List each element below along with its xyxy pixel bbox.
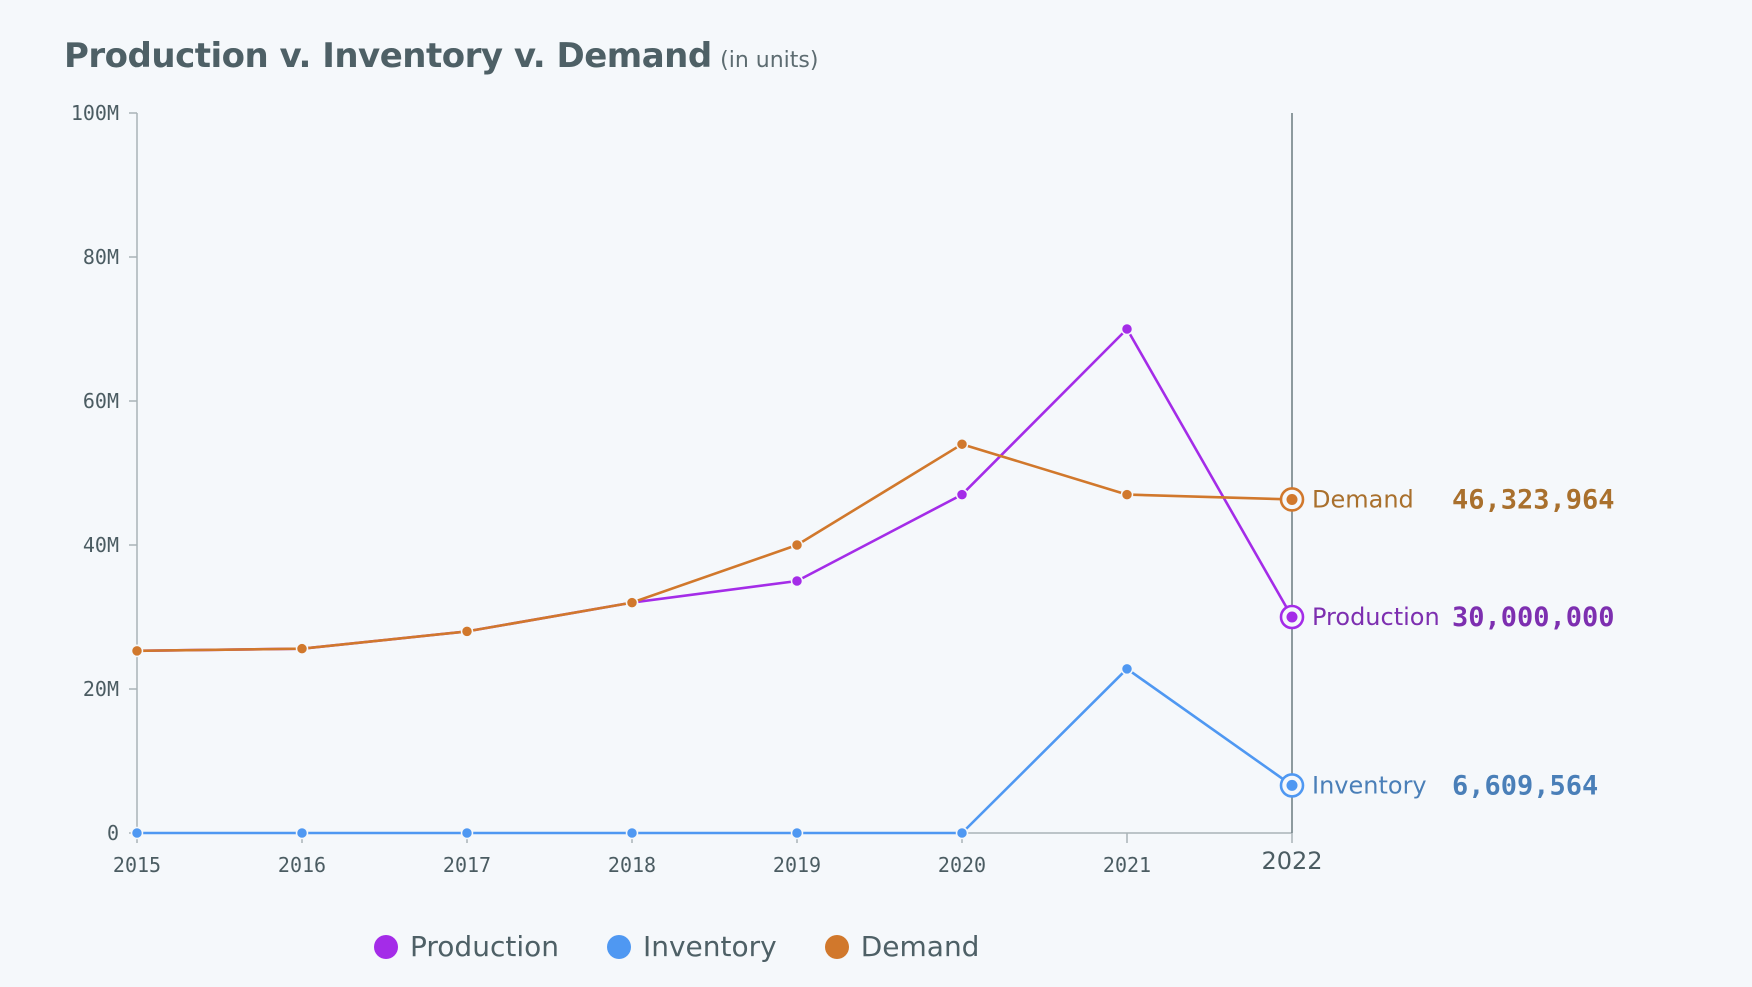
inventory-point[interactable]	[1120, 662, 1134, 676]
demand-point[interactable]	[460, 625, 474, 638]
inventory-line	[137, 667, 1293, 835]
demand-point[interactable]	[130, 644, 144, 658]
legend-swatch	[374, 934, 398, 959]
inventory-point[interactable]	[790, 826, 804, 840]
production-point[interactable]	[790, 574, 804, 588]
chart-title-block: Production v. Inventory v. Demand (in un…	[64, 36, 818, 76]
legend-label: Inventory	[642, 930, 777, 963]
legend-label: Production	[410, 930, 559, 963]
legend-item-production[interactable]: Production	[374, 930, 559, 963]
y-tick-label: 60M	[83, 389, 119, 413]
production-line	[136, 327, 1294, 653]
demand-hover-value: 46,323,964	[1452, 484, 1615, 515]
y-tick-label: 0	[107, 821, 119, 845]
chart-subtitle: (in units)	[720, 48, 819, 73]
production-hover-label: Production	[1312, 603, 1440, 631]
production-point[interactable]	[1120, 322, 1134, 336]
legend-item-inventory[interactable]: Inventory	[606, 930, 777, 963]
demand-point[interactable]	[1120, 488, 1134, 501]
y-tick-label: 100M	[71, 101, 119, 125]
inventory-hover-label: Inventory	[1312, 771, 1427, 799]
inventory-hover-value: 6,609,564	[1452, 770, 1598, 801]
legend-swatch	[824, 934, 849, 959]
inventory-hover-point	[1286, 779, 1298, 791]
x-tick-label: 2015	[113, 853, 161, 877]
chart-title: Production v. Inventory v. Demand	[64, 36, 712, 76]
demand-point[interactable]	[295, 642, 309, 655]
hover-demand: Demand 46,323,964	[1279, 484, 1615, 515]
hover-tooltip-layer: Production 30,000,000 Inventory 6,609,564 De…	[1279, 113, 1615, 833]
inventory-point[interactable]	[955, 826, 969, 840]
legend-swatch	[606, 934, 631, 959]
x-tick-label: 2022	[1261, 847, 1322, 875]
x-tick-label: 2019	[773, 853, 821, 877]
series-inventory	[130, 662, 1293, 840]
chart-axes: 0 20M 40M 60M 80M 100M 2015 2016 2017 2018 2019 202…	[71, 101, 1323, 877]
y-tick-label: 80M	[83, 245, 119, 269]
demand-line	[136, 442, 1293, 653]
inventory-point[interactable]	[130, 826, 144, 840]
hover-production: Production 30,000,000	[1279, 602, 1615, 633]
series-layer	[130, 322, 1294, 840]
y-tick-label: 40M	[83, 533, 119, 557]
legend-label: Demand	[860, 930, 980, 963]
x-tick-label: 2016	[278, 853, 326, 877]
demand-point[interactable]	[790, 538, 804, 552]
legend-item-demand[interactable]: Demand	[824, 930, 980, 963]
chart-legend: Production Inventory Demand	[374, 930, 979, 963]
demand-point[interactable]	[955, 437, 969, 451]
x-tick-label: 2020	[938, 853, 986, 877]
x-tick-label: 2017	[443, 853, 491, 877]
production-hover-point	[1286, 611, 1298, 623]
inventory-point[interactable]	[295, 826, 309, 840]
demand-hover-label: Demand	[1312, 485, 1414, 513]
production-point[interactable]	[955, 488, 969, 501]
demand-point[interactable]	[625, 596, 639, 609]
series-demand	[130, 437, 1293, 658]
series-production	[130, 322, 1294, 658]
inventory-point[interactable]	[625, 826, 639, 840]
inventory-point[interactable]	[460, 826, 474, 840]
production-hover-value: 30,000,000	[1452, 602, 1615, 633]
y-tick-label: 20M	[83, 677, 119, 701]
x-tick-label: 2021	[1103, 853, 1151, 877]
x-tick-label: 2018	[608, 853, 656, 877]
hover-inventory: Inventory 6,609,564	[1279, 770, 1598, 801]
demand-hover-point	[1286, 493, 1298, 505]
